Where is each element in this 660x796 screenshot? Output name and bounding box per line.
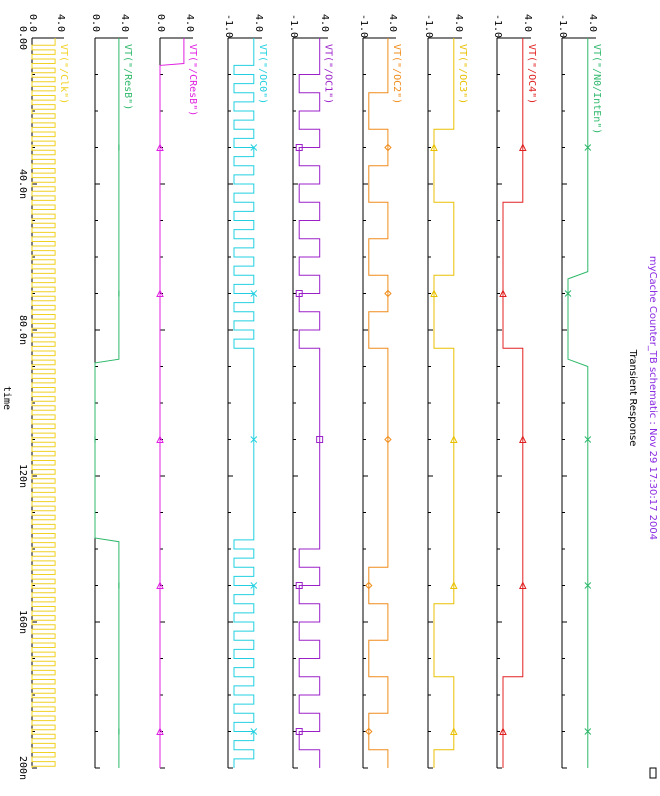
y-tick-label: 0.0 bbox=[27, 14, 38, 32]
series-marker bbox=[518, 581, 527, 589]
y-tick-label: 4.0 bbox=[253, 14, 264, 32]
waveform-lane: 0.0 4.0 VT("/CResB") bbox=[155, 14, 198, 769]
y-tick-label: 4.0 bbox=[55, 14, 66, 32]
series-marker bbox=[295, 290, 303, 297]
series-marker bbox=[584, 144, 592, 151]
series-marker bbox=[384, 289, 392, 298]
x-tick-label: 160n bbox=[17, 610, 28, 634]
series-label: VT("/Clk") bbox=[58, 44, 69, 104]
series-marker bbox=[384, 143, 392, 152]
y-tick-label: 4.0 bbox=[184, 14, 195, 32]
waveform-lane: -1.0 4.0 VT("/N0/IntEn") bbox=[557, 14, 602, 769]
waveform-lane: 0.0 4.0 VT("/Clk") bbox=[27, 14, 69, 769]
series-marker bbox=[499, 289, 507, 297]
series-marker bbox=[430, 143, 438, 151]
x-tick-label: 120n bbox=[17, 464, 28, 488]
series-marker bbox=[156, 727, 164, 735]
series-line bbox=[94, 38, 120, 768]
series-label: VT("/OC4") bbox=[526, 44, 537, 104]
series-label: VT("/N0/IntEn") bbox=[591, 44, 602, 134]
x-axis-label: time bbox=[1, 386, 12, 410]
series-line bbox=[233, 38, 255, 768]
y-tick-label: 0.0 bbox=[90, 14, 101, 32]
series-marker bbox=[156, 289, 164, 297]
series-line bbox=[567, 38, 589, 768]
series-line bbox=[368, 38, 389, 768]
y-tick-label: 4.0 bbox=[319, 14, 330, 32]
waveform-lane: -1.0 4.0 VT("/OC4") bbox=[492, 14, 537, 769]
series-line bbox=[31, 38, 56, 768]
waveform-lanes: 0.0 4.0 VT("/Clk") 0.0 4.0 VT("/ResB") 0.0 4.0 V… bbox=[27, 14, 602, 769]
series-marker bbox=[449, 435, 458, 443]
series-label: VT("/OC2") bbox=[391, 44, 402, 104]
chart-title: Transient Response bbox=[627, 349, 638, 447]
series-line bbox=[159, 38, 185, 768]
series-marker bbox=[564, 290, 572, 297]
series-marker bbox=[518, 435, 527, 443]
y-tick-label: -1.0 bbox=[358, 14, 369, 38]
series-marker bbox=[584, 728, 592, 735]
corner-icon bbox=[649, 767, 657, 779]
y-tick-label: 4.0 bbox=[453, 14, 464, 32]
series-marker bbox=[584, 436, 592, 443]
series-marker bbox=[250, 144, 258, 151]
waveform-lane: -1.0 4.0 VT("/OC3") bbox=[423, 14, 468, 769]
x-tick-label: 200n bbox=[17, 756, 28, 780]
series-marker bbox=[365, 727, 373, 736]
y-tick-label: 4.0 bbox=[522, 14, 533, 32]
y-tick-label: -1.0 bbox=[288, 14, 299, 38]
series-label: VT("/OC1") bbox=[323, 44, 334, 104]
y-tick-label: 4.0 bbox=[587, 14, 598, 32]
y-tick-label: -1.0 bbox=[492, 14, 503, 38]
series-marker bbox=[250, 728, 258, 735]
y-tick-label: 0.0 bbox=[155, 14, 166, 32]
y-tick-label: 4.0 bbox=[119, 14, 130, 32]
series-marker bbox=[156, 143, 164, 151]
series-marker bbox=[295, 728, 303, 735]
x-tick-label: 80.0n bbox=[17, 315, 28, 345]
series-line bbox=[433, 38, 455, 768]
waveform-lane: -1.0 4.0 VT("/OC1") bbox=[288, 14, 334, 769]
series-label: VT("/ResB") bbox=[122, 44, 133, 110]
series-marker bbox=[365, 581, 373, 590]
waveform-lane: -1.0 4.0 VT("/OC0") bbox=[223, 14, 268, 769]
series-marker bbox=[499, 727, 507, 735]
y-tick-label: 4.0 bbox=[387, 14, 398, 32]
series-line bbox=[298, 38, 321, 768]
series-label: VT("/CResB") bbox=[187, 44, 198, 116]
chart-subtitle: myCache Counter_TB schematic : Nov 29 17… bbox=[647, 256, 658, 540]
y-tick-label: -1.0 bbox=[557, 14, 568, 38]
series-marker bbox=[295, 582, 303, 589]
y-tick-label: -1.0 bbox=[423, 14, 434, 38]
series-marker bbox=[250, 436, 258, 443]
series-marker bbox=[316, 436, 324, 443]
series-line bbox=[502, 38, 524, 768]
series-marker bbox=[156, 435, 164, 443]
series-marker bbox=[295, 144, 303, 151]
series-label: VT("/OC3") bbox=[457, 44, 468, 104]
chart-header: Transient Response myCache Counter_TB sch… bbox=[627, 256, 658, 540]
series-marker bbox=[449, 581, 458, 589]
x-tick-label: 40.0n bbox=[17, 169, 28, 199]
waveform-lane: 0.0 4.0 VT("/ResB") bbox=[90, 14, 133, 769]
series-marker bbox=[250, 290, 258, 297]
series-marker bbox=[384, 435, 392, 444]
time-axis: time 0.00 40.0n 80.0n 120n 160n 200n bbox=[1, 26, 28, 780]
series-marker bbox=[449, 727, 458, 735]
series-marker bbox=[430, 289, 438, 297]
series-marker bbox=[518, 143, 527, 151]
series-marker bbox=[156, 581, 164, 589]
series-marker bbox=[250, 582, 258, 589]
y-tick-label: -1.0 bbox=[223, 14, 234, 38]
waveform-lane: -1.0 4.0 VT("/OC2") bbox=[358, 14, 402, 769]
series-label: VT("/OC0") bbox=[257, 44, 268, 104]
x-tick-label: 0.00 bbox=[17, 26, 28, 50]
series-marker bbox=[584, 582, 592, 589]
